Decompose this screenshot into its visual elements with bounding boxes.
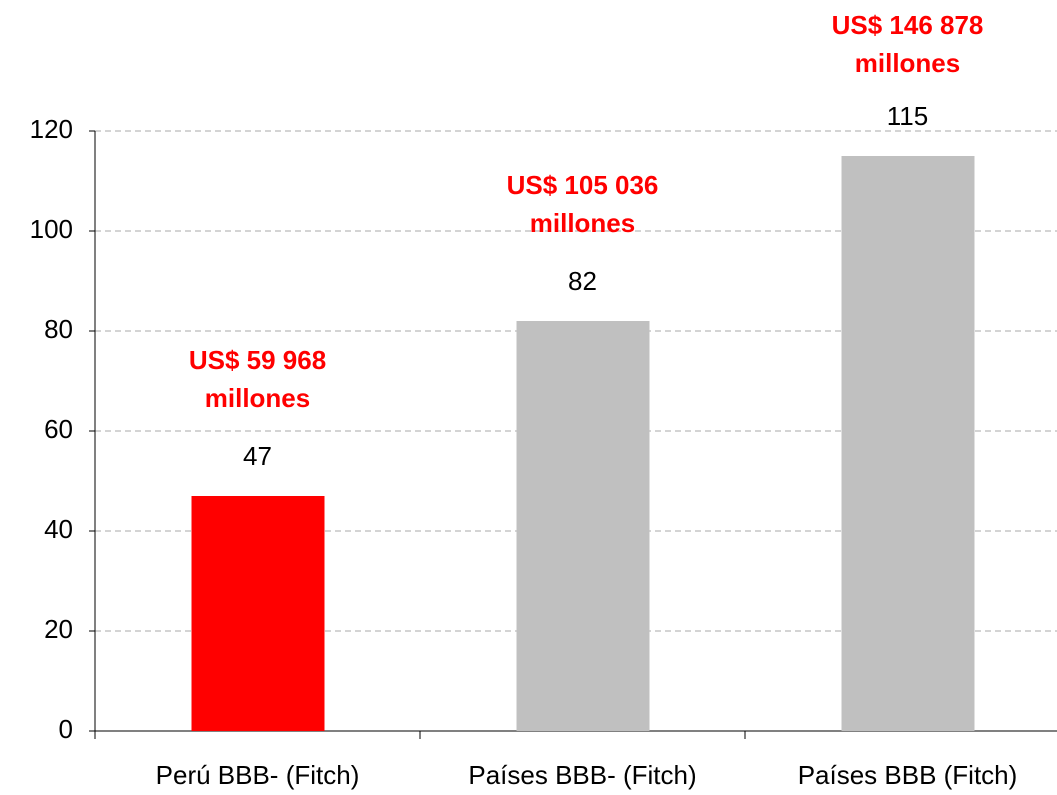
value-label: 47 [243,441,272,471]
x-tick-label: Países BBB (Fitch) [798,760,1018,790]
annotation: US$ 59 968 [189,345,326,375]
y-tick-label: 40 [44,514,73,544]
x-tick-label: Perú BBB- (Fitch) [156,760,360,790]
bar [841,156,975,731]
annotation: millones [205,383,310,413]
value-label: 115 [887,101,928,131]
annotation: millones [855,48,960,78]
bar [516,321,650,731]
y-tick-label: 60 [44,414,73,444]
bar [191,496,325,731]
annotation: millones [530,208,635,238]
y-tick-label: 100 [30,214,73,244]
y-tick-label: 120 [30,114,73,144]
y-tick-label: 0 [59,714,73,744]
x-tick-label: Países BBB- (Fitch) [468,760,696,790]
annotation: US$ 146 878 [832,10,984,40]
value-label: 82 [568,266,597,296]
annotation: US$ 105 036 [507,170,659,200]
y-tick-label: 80 [44,314,73,344]
y-tick-label: 20 [44,614,73,644]
